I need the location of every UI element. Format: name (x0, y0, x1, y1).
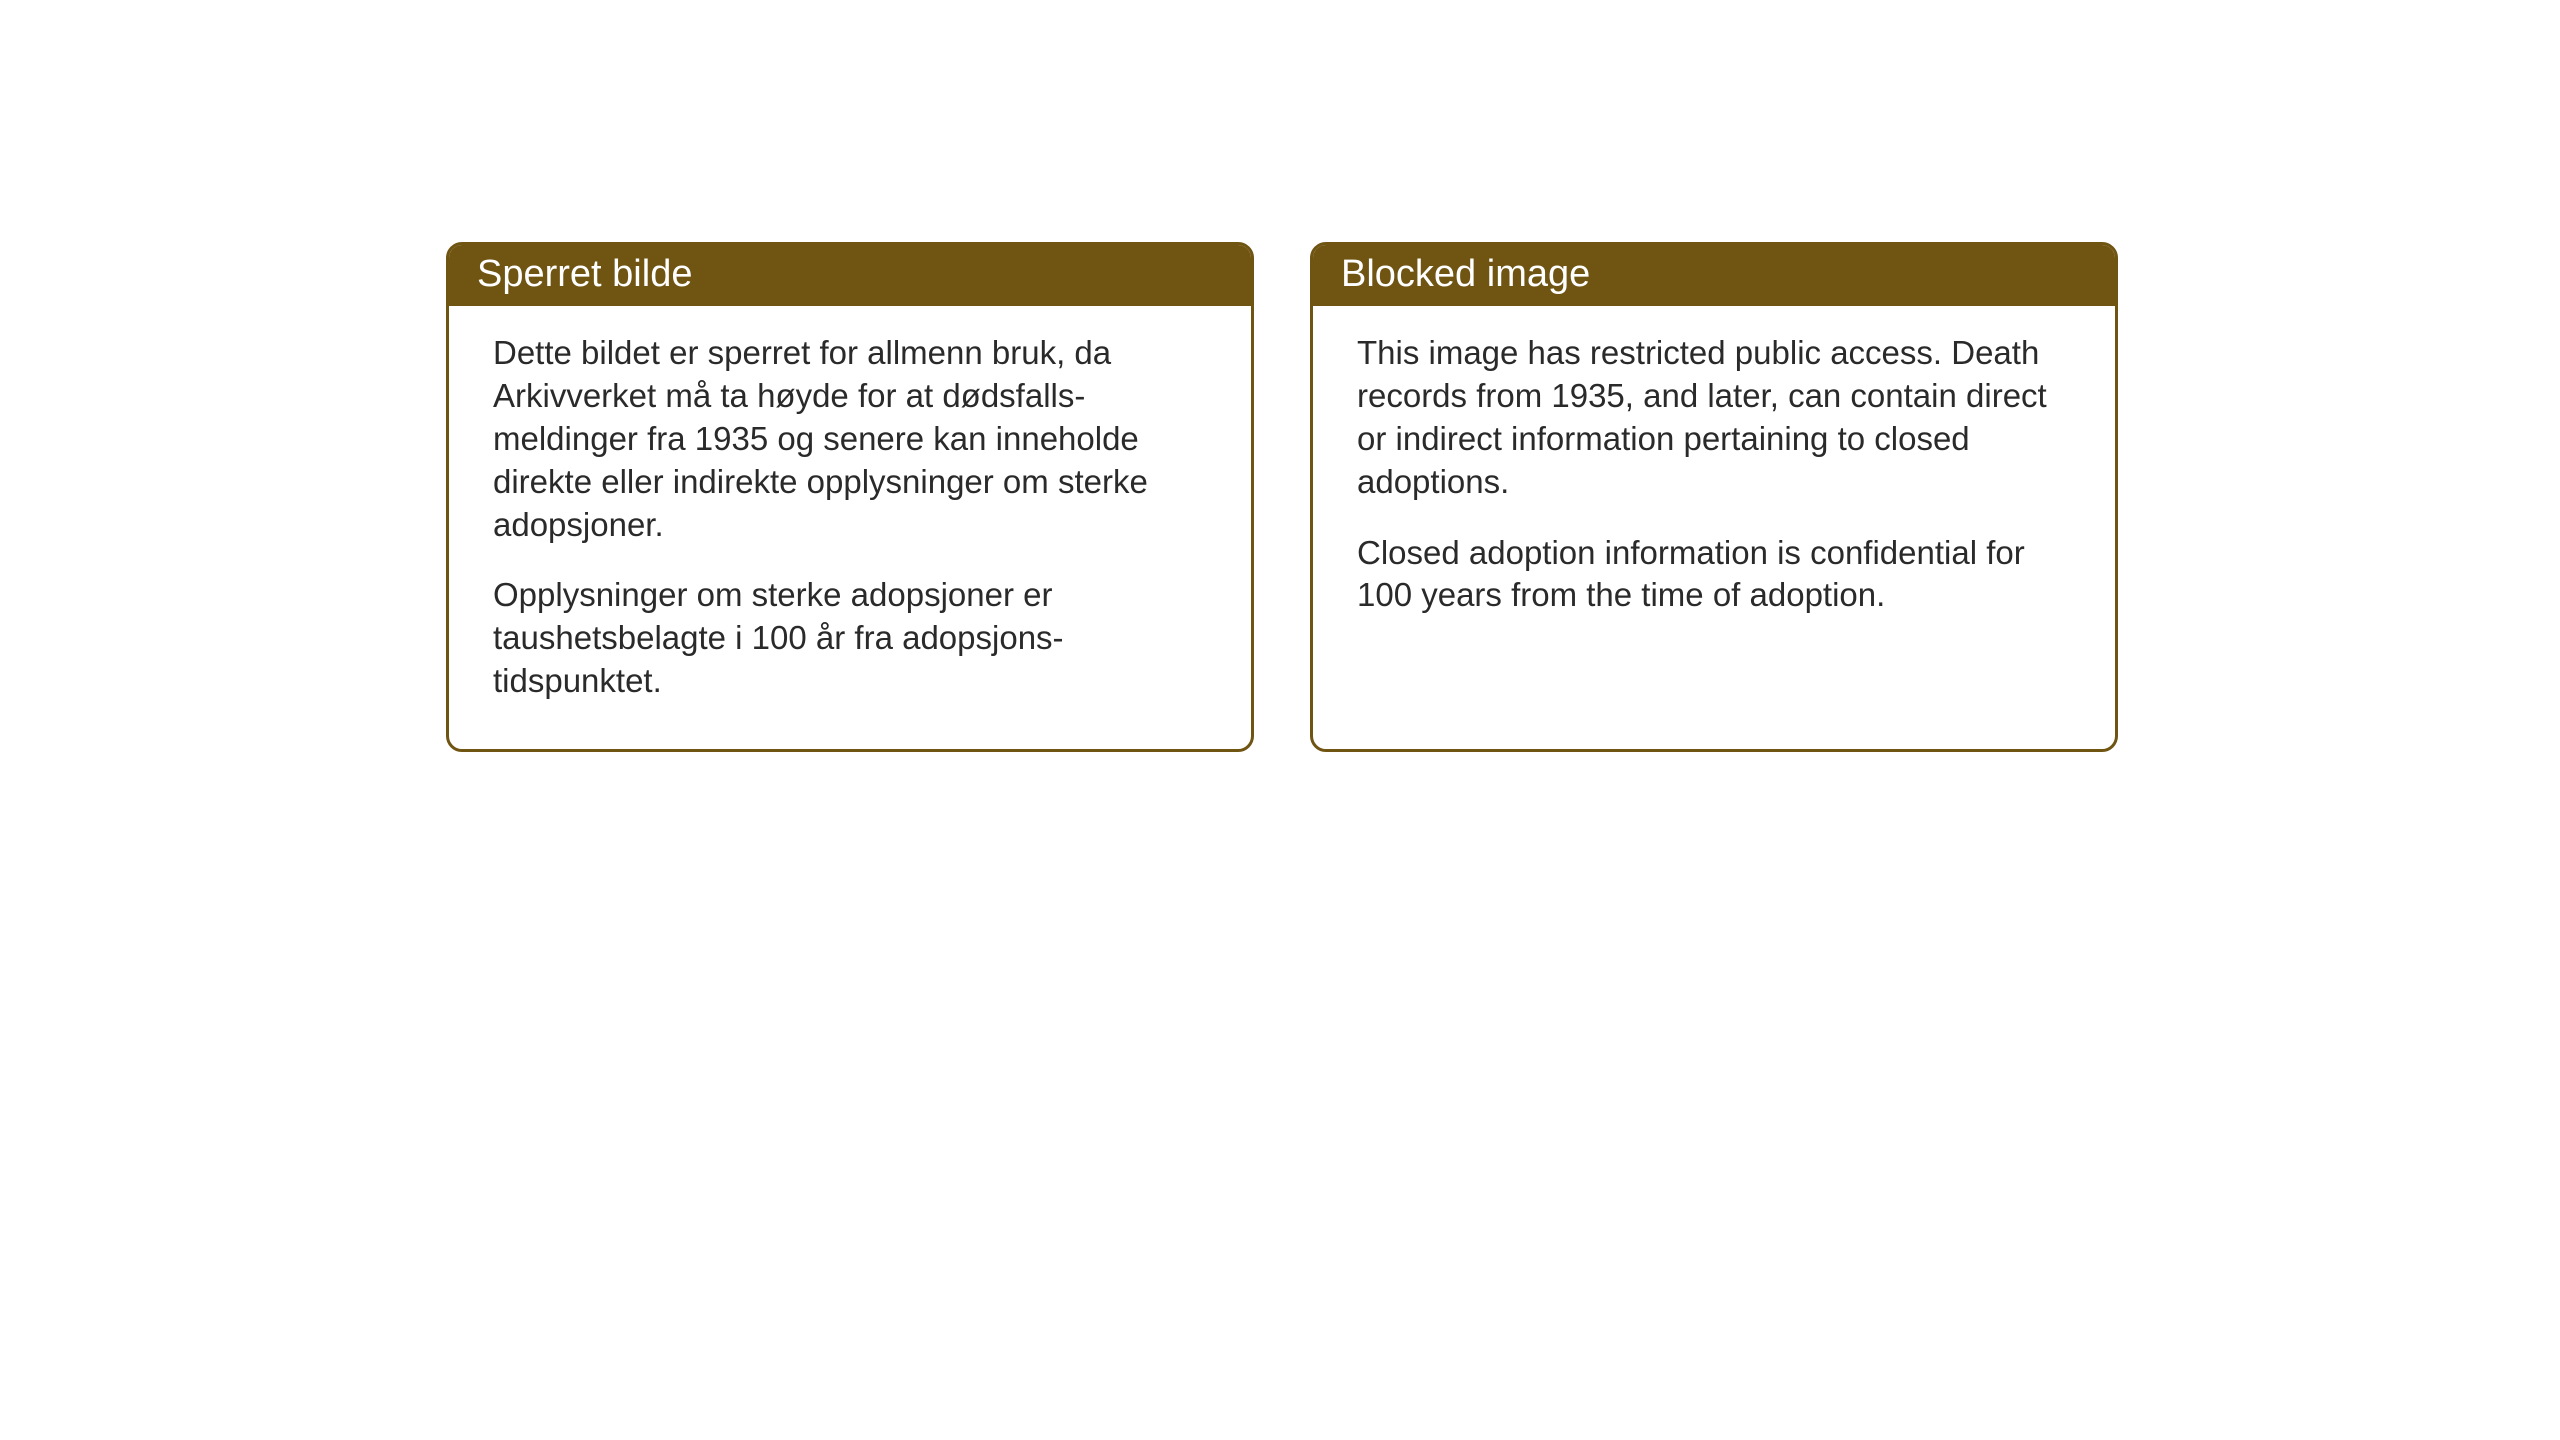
paragraph-norwegian-2: Opplysninger om sterke adopsjoner er tau… (493, 574, 1207, 703)
card-title-english: Blocked image (1341, 253, 1590, 295)
card-body-english: This image has restricted public access.… (1313, 306, 2115, 653)
paragraph-english-2: Closed adoption information is confident… (1357, 532, 2071, 618)
card-header-english: Blocked image (1313, 245, 2115, 306)
card-title-norwegian: Sperret bilde (477, 253, 692, 295)
paragraph-norwegian-1: Dette bildet er sperret for allmenn bruk… (493, 332, 1207, 546)
notice-container: Sperret bilde Dette bildet er sperret fo… (446, 242, 2118, 752)
notice-card-english: Blocked image This image has restricted … (1310, 242, 2118, 752)
paragraph-english-1: This image has restricted public access.… (1357, 332, 2071, 504)
notice-card-norwegian: Sperret bilde Dette bildet er sperret fo… (446, 242, 1254, 752)
card-header-norwegian: Sperret bilde (449, 245, 1251, 306)
card-body-norwegian: Dette bildet er sperret for allmenn bruk… (449, 306, 1251, 739)
